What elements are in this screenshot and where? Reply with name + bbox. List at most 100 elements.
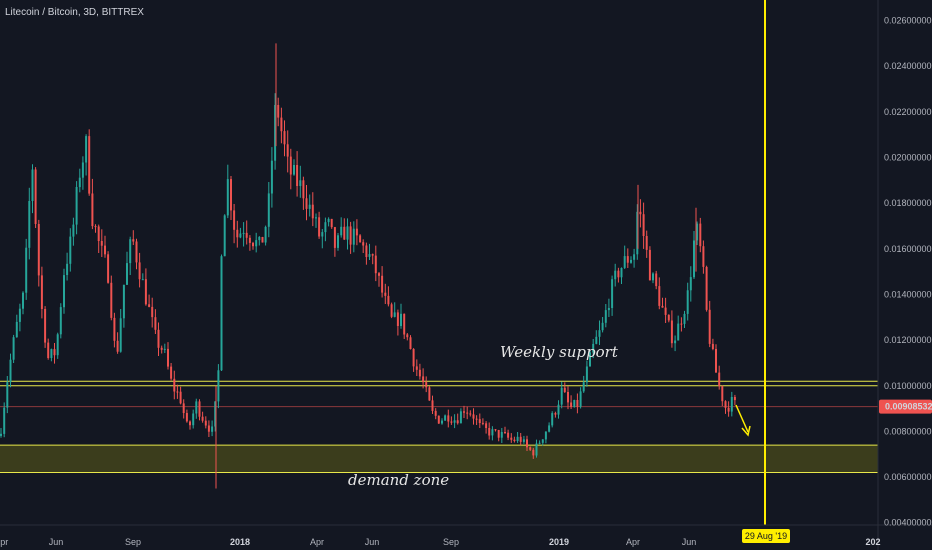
candle-body <box>195 401 198 414</box>
candle-body <box>595 336 598 344</box>
candle-body <box>516 436 519 441</box>
candle-body <box>623 256 626 268</box>
candle-body <box>437 415 440 424</box>
candle-body <box>504 432 506 433</box>
x-tick-label: 2019 <box>549 537 569 547</box>
candle-body <box>126 263 128 285</box>
x-tick-label: 2018 <box>230 537 250 547</box>
candle-body <box>645 236 648 250</box>
candle-body <box>456 420 459 424</box>
candle-body <box>406 334 409 338</box>
candle-body <box>541 439 544 443</box>
candle-body <box>185 413 188 422</box>
candle-body <box>201 416 204 421</box>
candle-body <box>81 162 84 178</box>
candle-body <box>100 241 103 246</box>
y-tick-label: 0.02200000 <box>884 107 932 117</box>
candle-body <box>324 222 327 233</box>
candle-body <box>110 282 113 318</box>
price-axis[interactable]: 0.00400000 0.00600000 0.00800000 0.01000000… <box>884 16 932 528</box>
candle-body <box>463 411 465 413</box>
candle-body <box>75 187 78 225</box>
candle-body <box>579 391 582 407</box>
candle-body <box>374 255 377 274</box>
candle-body <box>485 423 488 428</box>
candle-body <box>677 323 680 341</box>
candle-body <box>626 256 629 263</box>
candle-body <box>680 323 683 325</box>
candle-body <box>582 382 585 392</box>
candle-body <box>239 233 242 238</box>
candle-body <box>529 447 532 450</box>
candle-body <box>560 387 563 405</box>
y-tick-label: 0.01000000 <box>884 381 932 391</box>
candle-body <box>378 273 380 276</box>
candle-body <box>611 279 614 308</box>
candle-body <box>607 308 610 311</box>
y-tick-label: 0.00600000 <box>884 472 932 482</box>
candle-body <box>12 337 15 360</box>
candle-body <box>519 436 522 442</box>
candle-body <box>730 397 733 412</box>
candle-body <box>428 387 431 401</box>
candle-body <box>614 270 617 280</box>
x-tick-label: Sep <box>125 537 141 547</box>
candle-body <box>652 273 654 281</box>
candle-body <box>252 242 254 247</box>
candle-body <box>705 267 708 310</box>
candle-body <box>296 165 299 186</box>
time-axis[interactable]: pr Jun Sep 2018 Apr Jun Sep 2019 Apr Jun 202 <box>0 537 880 547</box>
candle-body <box>34 169 37 224</box>
x-tick-label: Sep <box>443 537 459 547</box>
candle-body <box>727 407 730 412</box>
y-tick-label: 0.01800000 <box>884 198 932 208</box>
candle-body <box>667 314 670 321</box>
candle-body <box>56 334 59 356</box>
candle-body <box>214 401 217 427</box>
candle-body <box>264 226 267 243</box>
candle-body <box>277 105 280 118</box>
candle-body <box>0 433 2 436</box>
candle-body <box>352 228 355 245</box>
candle-body <box>576 400 579 407</box>
candle-body <box>604 310 607 323</box>
candle-body <box>544 431 547 440</box>
candle-body <box>409 337 412 349</box>
candle-body <box>708 309 711 344</box>
candle-body <box>670 320 673 344</box>
candle-body <box>589 352 591 367</box>
candle-body <box>715 349 717 373</box>
candle-body <box>674 340 677 344</box>
candle-body <box>447 415 450 422</box>
x-tick-label: Apr <box>310 537 324 547</box>
candle-body <box>299 180 302 186</box>
candle-body <box>116 340 119 352</box>
candle-body <box>9 359 12 383</box>
candle-body <box>321 232 324 237</box>
candle-body <box>107 254 110 283</box>
candle-body <box>475 418 478 420</box>
candle-body <box>526 439 528 448</box>
candle-body <box>91 193 94 227</box>
demand-zone-label: demand zone <box>348 471 449 489</box>
candle-body <box>573 400 576 407</box>
candle-body <box>450 421 453 423</box>
candle-body <box>261 237 264 243</box>
candle-body <box>711 343 714 349</box>
candle-body <box>176 391 179 393</box>
candle-body <box>535 443 538 456</box>
candles-layer <box>0 43 736 489</box>
candle-body <box>204 420 207 426</box>
candle-body <box>141 279 144 281</box>
candle-body <box>255 240 258 247</box>
candle-body <box>15 321 18 338</box>
candle-body <box>198 401 201 417</box>
y-tick-label: 0.01400000 <box>884 290 932 300</box>
candle-body <box>721 386 724 402</box>
candle-body <box>78 177 81 188</box>
y-tick-label: 0.01600000 <box>884 244 932 254</box>
x-tick-label: Jun <box>49 537 64 547</box>
candle-body <box>59 307 62 335</box>
candle-body <box>31 169 34 201</box>
